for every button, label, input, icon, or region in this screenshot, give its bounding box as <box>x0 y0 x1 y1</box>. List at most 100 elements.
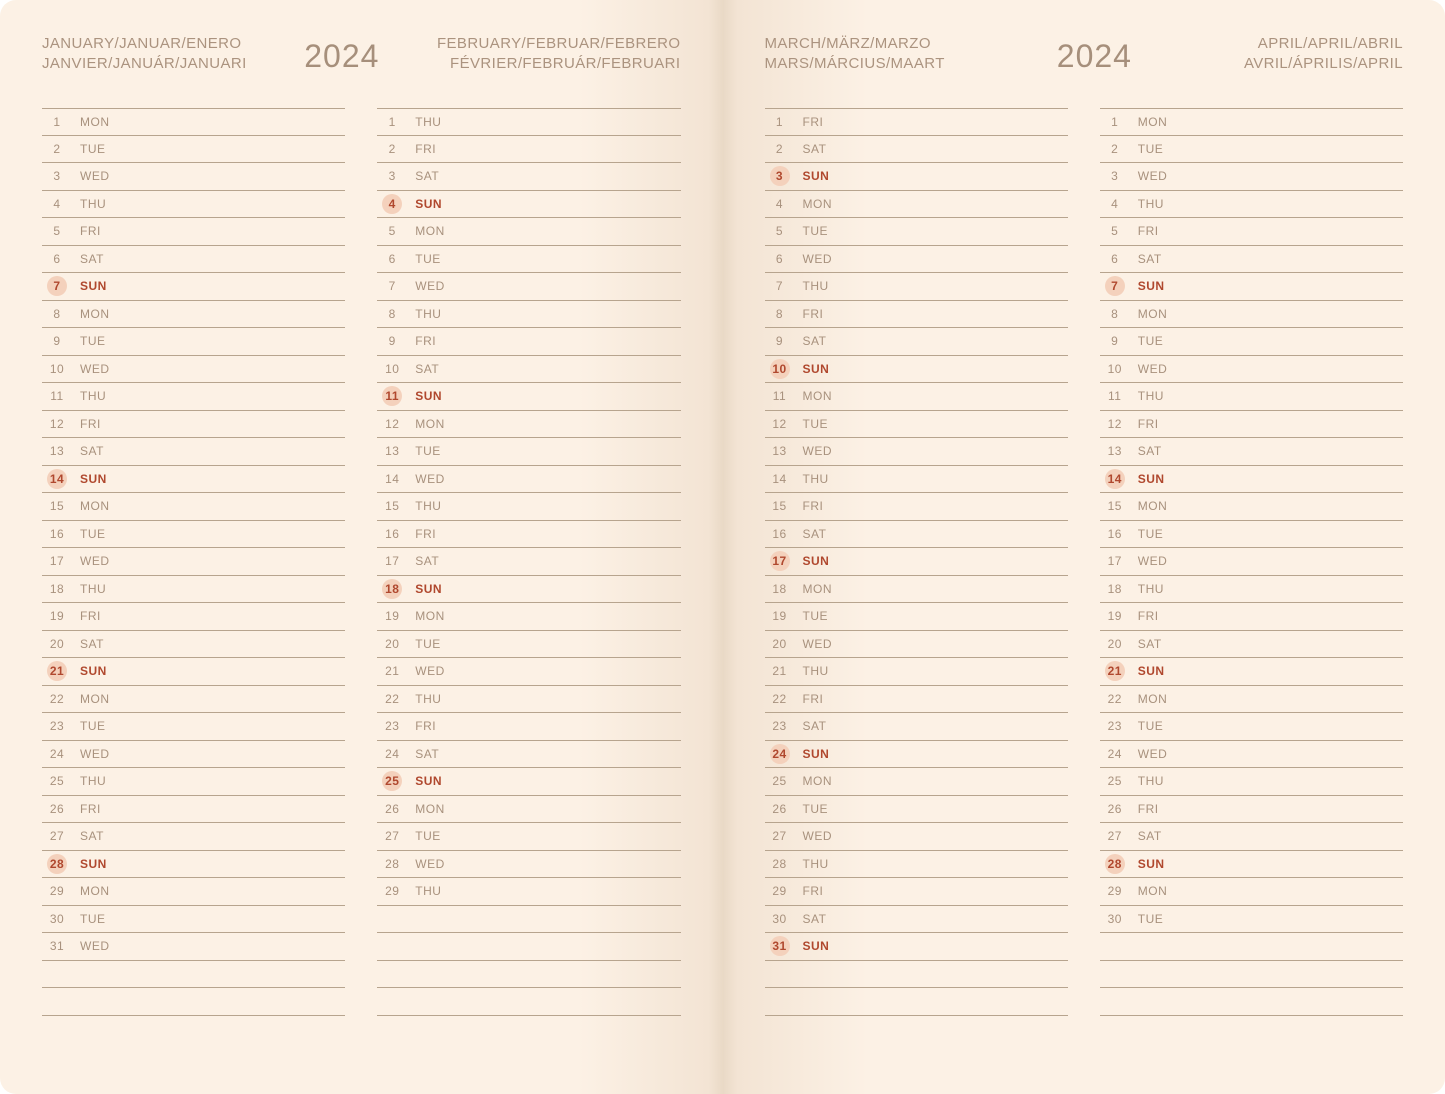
day-name: TUE <box>407 444 441 458</box>
day-number: 16 <box>42 527 72 541</box>
day-row: 17SUN <box>765 548 1068 576</box>
day-name: MON <box>1130 884 1168 898</box>
day-number: 24 <box>765 747 795 761</box>
day-number: 8 <box>1100 307 1130 321</box>
day-name: SUN <box>407 389 442 403</box>
day-name: FRI <box>795 499 824 513</box>
day-name: TUE <box>407 252 441 266</box>
day-number: 19 <box>42 609 72 623</box>
day-row: 3WED <box>1100 163 1403 191</box>
day-number: 1 <box>42 115 72 129</box>
day-name: WED <box>407 472 445 486</box>
day-number: 14 <box>377 472 407 486</box>
page-right: MARCH/MÄRZ/MARZO MARS/MÁRCIUS/MAART 2024… <box>723 0 1445 1094</box>
day-number: 30 <box>765 912 795 926</box>
day-name: MON <box>795 582 833 596</box>
page-left: JANUARY/JANUAR/ENERO JANVIER/JANUÁR/JANU… <box>0 0 723 1094</box>
day-number: 10 <box>42 362 72 376</box>
day-number: 22 <box>1100 692 1130 706</box>
day-name: TUE <box>72 142 106 156</box>
day-number: 11 <box>765 389 795 403</box>
day-number: 31 <box>42 939 72 953</box>
day-row: 9FRI <box>377 328 680 356</box>
day-row: 30TUE <box>42 906 345 934</box>
day-name: SAT <box>795 912 827 926</box>
day-name: WED <box>1130 747 1168 761</box>
day-row: 10WED <box>1100 356 1403 384</box>
day-row: 2TUE <box>42 136 345 164</box>
day-name: FRI <box>1130 802 1159 816</box>
day-name: THU <box>72 389 106 403</box>
day-number: 2 <box>765 142 795 156</box>
day-number: 4 <box>377 197 407 211</box>
day-name: SAT <box>1130 829 1162 843</box>
day-name: MON <box>795 774 833 788</box>
day-row: 4THU <box>42 191 345 219</box>
day-number: 2 <box>377 142 407 156</box>
day-number: 8 <box>765 307 795 321</box>
day-number: 7 <box>1100 279 1130 293</box>
day-name: WED <box>72 554 110 568</box>
day-row: 24SAT <box>377 741 680 769</box>
day-number: 3 <box>1100 169 1130 183</box>
day-number: 4 <box>1100 197 1130 211</box>
day-number: 15 <box>42 499 72 513</box>
day-row: 7WED <box>377 273 680 301</box>
day-number: 28 <box>765 857 795 871</box>
day-number: 16 <box>1100 527 1130 541</box>
day-name: TUE <box>72 719 106 733</box>
column-february: 1THU2FRI3SAT4SUN5MON6TUE7WED8THU9FRI10SA… <box>377 108 680 1016</box>
day-name: FRI <box>795 307 824 321</box>
day-row: 28SUN <box>1100 851 1403 879</box>
day-row: 18SUN <box>377 576 680 604</box>
day-row: 21THU <box>765 658 1068 686</box>
day-number: 5 <box>765 224 795 238</box>
day-number: 31 <box>765 939 795 953</box>
day-number: 27 <box>1100 829 1130 843</box>
day-name: SAT <box>795 719 827 733</box>
month-label-january: JANUARY/JANUAR/ENERO JANVIER/JANUÁR/JANU… <box>42 34 247 75</box>
day-row: 22FRI <box>765 686 1068 714</box>
day-row: 20TUE <box>377 631 680 659</box>
day-row: 15THU <box>377 493 680 521</box>
header-line: FÉVRIER/FEBRUÁR/FEBRUARI <box>437 54 681 74</box>
day-name: FRI <box>407 719 436 733</box>
day-row: 8MON <box>42 301 345 329</box>
day-name: TUE <box>1130 142 1164 156</box>
day-row: 30TUE <box>1100 906 1403 934</box>
day-row: 18MON <box>765 576 1068 604</box>
day-number: 8 <box>377 307 407 321</box>
day-name: SAT <box>72 444 104 458</box>
column-april: 1MON2TUE3WED4THU5FRI6SAT7SUN8MON9TUE10WE… <box>1100 108 1403 1016</box>
day-number: 12 <box>1100 417 1130 431</box>
day-number: 23 <box>1100 719 1130 733</box>
month-label-april: APRIL/APRIL/ABRIL AVRIL/ÁPRILIS/APRIL <box>1244 34 1403 75</box>
day-row: 14THU <box>765 466 1068 494</box>
day-number: 3 <box>377 169 407 183</box>
day-row: 8FRI <box>765 301 1068 329</box>
day-number: 1 <box>377 115 407 129</box>
day-name: MON <box>1130 692 1168 706</box>
day-number: 5 <box>42 224 72 238</box>
day-number: 1 <box>1100 115 1130 129</box>
day-row: 12MON <box>377 411 680 439</box>
day-name: MON <box>407 417 445 431</box>
day-number: 12 <box>765 417 795 431</box>
day-name: SUN <box>72 857 107 871</box>
day-number: 13 <box>1100 444 1130 458</box>
day-number: 21 <box>377 664 407 678</box>
day-row: 3SAT <box>377 163 680 191</box>
day-row: 3SUN <box>765 163 1068 191</box>
day-name: MON <box>72 692 110 706</box>
day-name: SAT <box>795 142 827 156</box>
day-row: 30SAT <box>765 906 1068 934</box>
day-row: 9TUE <box>42 328 345 356</box>
day-number: 6 <box>765 252 795 266</box>
day-number: 27 <box>377 829 407 843</box>
day-row: 21WED <box>377 658 680 686</box>
day-name: TUE <box>795 417 829 431</box>
day-name: SUN <box>72 279 107 293</box>
day-name: SAT <box>1130 252 1162 266</box>
day-name: THU <box>72 582 106 596</box>
day-name: SUN <box>1130 279 1165 293</box>
